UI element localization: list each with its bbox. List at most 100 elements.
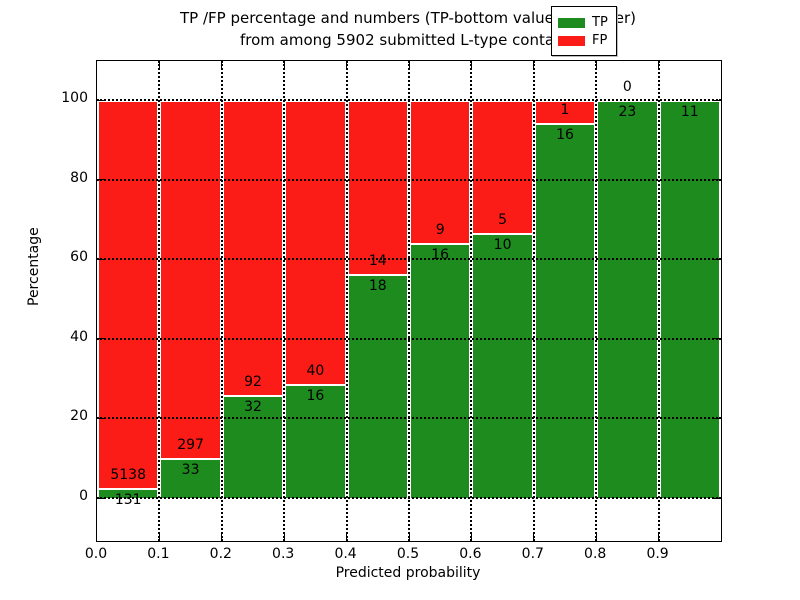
fp-bar-segment xyxy=(161,100,220,459)
bar-column xyxy=(596,100,659,498)
x-axis-label: Predicted probability xyxy=(335,565,481,581)
y-tick-mark xyxy=(97,417,104,420)
bar-column xyxy=(346,100,409,498)
horizontal-gridline xyxy=(97,99,721,101)
chart-title-line2: from among 5902 submitted L-type contact… xyxy=(239,31,577,49)
y-tick-label: 20 xyxy=(70,408,88,425)
tp-count-label: 131 xyxy=(114,492,142,509)
fp-count-label: 5138 xyxy=(110,467,146,484)
legend-item-tp: TP xyxy=(558,15,610,30)
horizontal-gridline xyxy=(97,337,721,340)
plot-area: 5138 131 297 33 92 32 40 16 14 18 9 16 5 10 1 16 0 23 11 xyxy=(96,60,722,542)
x-tick-mark xyxy=(283,61,285,68)
legend: TP FP xyxy=(551,6,617,56)
vertical-gridline xyxy=(595,61,598,541)
vertical-gridline xyxy=(220,61,223,541)
x-tick-label: 0.1 xyxy=(147,546,170,562)
tp-bar-segment xyxy=(161,458,220,498)
fp-bar-segment xyxy=(535,100,595,124)
y-tick-label: 0 xyxy=(79,488,88,504)
tp-count-label: 23 xyxy=(618,104,637,120)
y-tick-mark xyxy=(714,338,721,340)
tp-bar-segment xyxy=(535,123,595,498)
x-tick-label: 0.7 xyxy=(521,546,544,562)
x-tick-mark xyxy=(470,534,473,541)
fp-bar-segment xyxy=(411,100,470,244)
fp-swatch-icon xyxy=(558,35,585,46)
bar-column xyxy=(471,100,534,498)
fp-count-label: 0 xyxy=(622,79,632,95)
bar-column xyxy=(221,100,285,498)
x-tick-label: 0.6 xyxy=(459,546,482,562)
x-tick-mark xyxy=(658,534,660,541)
x-tick-mark xyxy=(158,534,161,541)
bar-column xyxy=(409,100,472,498)
horizontal-gridline xyxy=(97,417,721,420)
y-tick-mark xyxy=(714,179,721,181)
horizontal-gridline xyxy=(97,178,721,181)
chart-title-line1: TP /FP percentage and numbers (TP-bottom… xyxy=(180,9,636,27)
tp-bar-segment xyxy=(348,274,407,498)
fp-bar-segment xyxy=(348,100,407,275)
x-tick-label: 0.3 xyxy=(272,546,295,562)
y-tick-mark xyxy=(714,99,721,101)
vertical-gridline xyxy=(345,61,348,541)
x-tick-mark xyxy=(158,61,161,68)
tp-bar-segment xyxy=(223,395,283,498)
bar-column xyxy=(658,100,721,498)
tp-swatch-icon xyxy=(558,17,585,28)
fp-bar-segment xyxy=(99,100,158,489)
tp-count-label: 16 xyxy=(431,247,450,264)
y-tick-mark xyxy=(97,497,104,499)
y-tick-mark xyxy=(714,497,721,499)
tp-count-label: 32 xyxy=(244,399,262,416)
fp-count-label: 1 xyxy=(560,102,570,119)
vertical-gridline xyxy=(657,61,660,541)
fp-bar-segment xyxy=(223,100,283,396)
bar-column xyxy=(159,100,222,498)
x-tick-mark xyxy=(658,61,660,68)
tp-count-label: 16 xyxy=(306,388,325,405)
tp-bar-segment xyxy=(473,232,532,498)
y-axis-label: Percentage xyxy=(26,227,42,306)
x-tick-mark xyxy=(221,61,223,68)
x-tick-label: 0.5 xyxy=(396,546,420,562)
y-tick-mark xyxy=(97,258,104,260)
x-tick-mark xyxy=(470,61,473,68)
vertical-gridline xyxy=(408,61,410,541)
chart-title: TP /FP percentage and numbers (TP-bottom… xyxy=(96,7,720,51)
tp-bar-segment xyxy=(411,243,470,498)
y-tick-mark xyxy=(97,99,104,101)
vertical-gridline xyxy=(470,61,473,541)
tp-count-label: 33 xyxy=(181,462,200,479)
tp-bar-segment xyxy=(99,488,158,498)
tp-bar-segment xyxy=(660,100,719,498)
bar-column xyxy=(97,100,160,498)
y-tick-label: 40 xyxy=(70,328,88,345)
vertical-gridline xyxy=(283,61,286,541)
x-tick-label: 0.8 xyxy=(584,546,607,562)
bar-column xyxy=(533,100,597,498)
x-tick-label: 0.2 xyxy=(209,546,232,562)
fp-count-label: 40 xyxy=(306,363,325,380)
vertical-gridline xyxy=(532,61,535,541)
y-tick-mark xyxy=(97,179,104,181)
fp-count-label: 14 xyxy=(368,253,387,270)
x-tick-label: 0.0 xyxy=(84,546,108,562)
x-tick-mark xyxy=(408,534,410,541)
x-tick-mark xyxy=(346,534,348,541)
horizontal-gridline xyxy=(97,497,721,499)
tp-count-label: 10 xyxy=(493,236,512,253)
fp-count-label: 9 xyxy=(435,222,445,239)
y-tick-label: 60 xyxy=(70,249,88,266)
fp-bar-segment xyxy=(286,100,345,385)
x-tick-mark xyxy=(221,534,223,541)
x-tick-mark xyxy=(595,61,597,68)
y-tick-mark xyxy=(97,338,104,340)
y-tick-label: 80 xyxy=(70,169,88,186)
y-tick-mark xyxy=(714,258,721,260)
x-tick-mark xyxy=(533,61,535,68)
x-tick-label: 0.4 xyxy=(334,546,357,562)
tp-count-label: 16 xyxy=(556,127,574,144)
x-tick-mark xyxy=(346,61,348,68)
